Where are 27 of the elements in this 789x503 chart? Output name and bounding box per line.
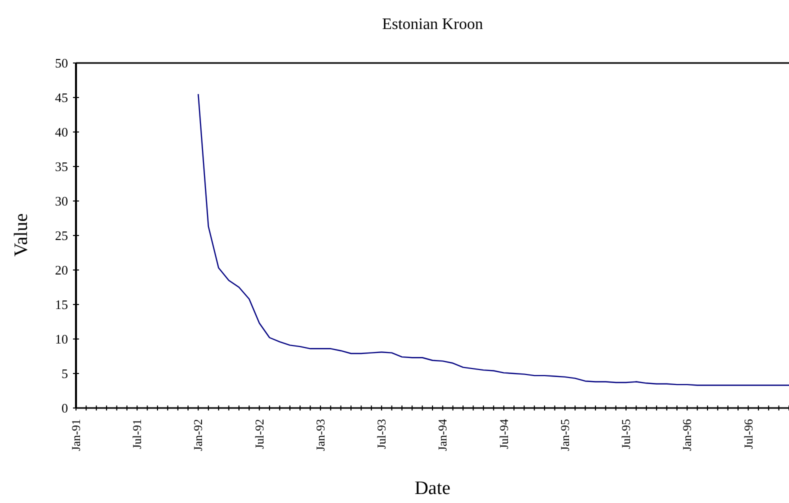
x-tick-label: Jan-93	[313, 419, 328, 451]
y-tick-label: 5	[62, 366, 68, 382]
y-tick-label: 40	[55, 124, 68, 140]
x-tick-label: Jan-95	[558, 419, 572, 451]
y-tick-label: 50	[55, 56, 68, 71]
line-series	[198, 93, 789, 386]
x-tick-label: Jan-91	[69, 419, 83, 451]
x-tick-label: Jul-95	[619, 419, 634, 449]
chart-title: Estonian Kroon	[381, 16, 484, 34]
y-tick-label: 45	[55, 90, 68, 106]
y-tick-label: 0	[62, 400, 68, 416]
x-tick-label: Jan-96	[680, 419, 694, 451]
y-tick-label: 35	[55, 159, 68, 174]
y-axis-title: Value	[11, 213, 33, 257]
y-tick-label: 20	[55, 262, 68, 278]
x-tick-label: Jul-96	[741, 419, 756, 449]
y-tick-label: 30	[55, 194, 68, 209]
y-tick-label: 15	[55, 297, 68, 312]
x-tick-label: Jul-93	[374, 419, 389, 449]
x-axis-title: Date	[414, 478, 450, 499]
x-tick-label: Jul-94	[496, 419, 511, 449]
y-tick-label: 10	[55, 332, 68, 347]
x-tick-label: Jul-92	[252, 419, 266, 449]
x-tick-label: Jan-94	[436, 419, 450, 451]
x-tick-label: Jan-92	[191, 419, 206, 451]
x-tick-label: Jul-91	[130, 419, 144, 449]
y-tick-label: 25	[55, 228, 68, 244]
